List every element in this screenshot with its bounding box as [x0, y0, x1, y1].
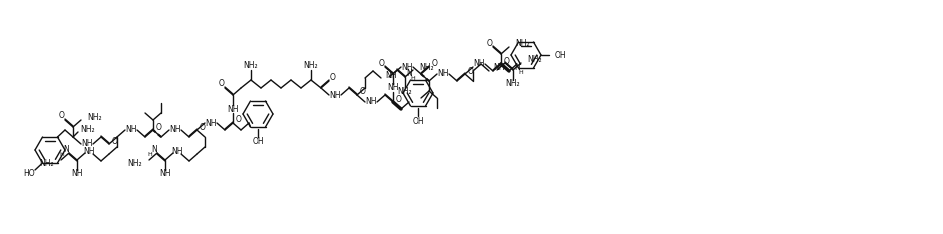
Text: NH: NH [81, 139, 92, 149]
Text: NH: NH [72, 169, 83, 179]
Text: NH: NH [388, 84, 399, 92]
Text: NH: NH [493, 63, 505, 73]
Text: NH: NH [438, 69, 449, 78]
Text: NH: NH [169, 125, 181, 135]
Text: H: H [519, 69, 523, 74]
Text: O: O [112, 136, 118, 146]
Text: O: O [468, 66, 474, 76]
Text: NH₂: NH₂ [419, 62, 434, 72]
Text: O: O [379, 58, 385, 67]
Text: NH₂: NH₂ [40, 158, 54, 168]
Text: O: O [396, 95, 402, 103]
Text: NH: NH [125, 125, 137, 135]
Text: O: O [200, 123, 206, 132]
Text: OH: OH [412, 117, 423, 125]
Text: H: H [148, 153, 153, 157]
Text: NH₂: NH₂ [304, 62, 319, 70]
Text: O: O [59, 111, 65, 121]
Text: NH₂: NH₂ [243, 62, 258, 70]
Text: HO: HO [24, 168, 35, 178]
Text: O: O [219, 80, 225, 88]
Text: N: N [63, 146, 69, 154]
Text: O: O [236, 116, 242, 124]
Text: NH: NH [172, 146, 183, 156]
Text: N: N [514, 62, 520, 72]
Text: NH₂: NH₂ [80, 125, 94, 135]
Text: NH: NH [227, 105, 239, 113]
Text: O: O [432, 59, 438, 69]
Text: NH: NH [385, 70, 396, 80]
Text: NH₂: NH₂ [398, 87, 412, 95]
Text: NH₂: NH₂ [127, 158, 142, 168]
Text: NH: NH [206, 118, 217, 128]
Text: NH₂: NH₂ [515, 40, 530, 48]
Text: O: O [360, 88, 366, 96]
Text: NH: NH [83, 146, 94, 156]
Text: O: O [488, 39, 493, 48]
Text: NH: NH [365, 98, 377, 106]
Text: OH: OH [252, 138, 264, 146]
Text: O: O [156, 123, 162, 132]
Text: NH: NH [473, 59, 485, 69]
Text: N: N [406, 69, 412, 78]
Text: NH₂: NH₂ [505, 80, 521, 88]
Text: H: H [410, 77, 415, 81]
Text: NH₂: NH₂ [87, 113, 102, 121]
Text: NH: NH [159, 169, 171, 179]
Text: N: N [151, 146, 157, 154]
Text: O: O [505, 56, 510, 66]
Text: NH: NH [402, 62, 413, 72]
Text: OH: OH [555, 51, 567, 59]
Text: NH₂: NH₂ [527, 55, 541, 65]
Text: NH: NH [329, 91, 340, 99]
Text: O: O [330, 73, 336, 83]
Text: H: H [59, 153, 64, 157]
